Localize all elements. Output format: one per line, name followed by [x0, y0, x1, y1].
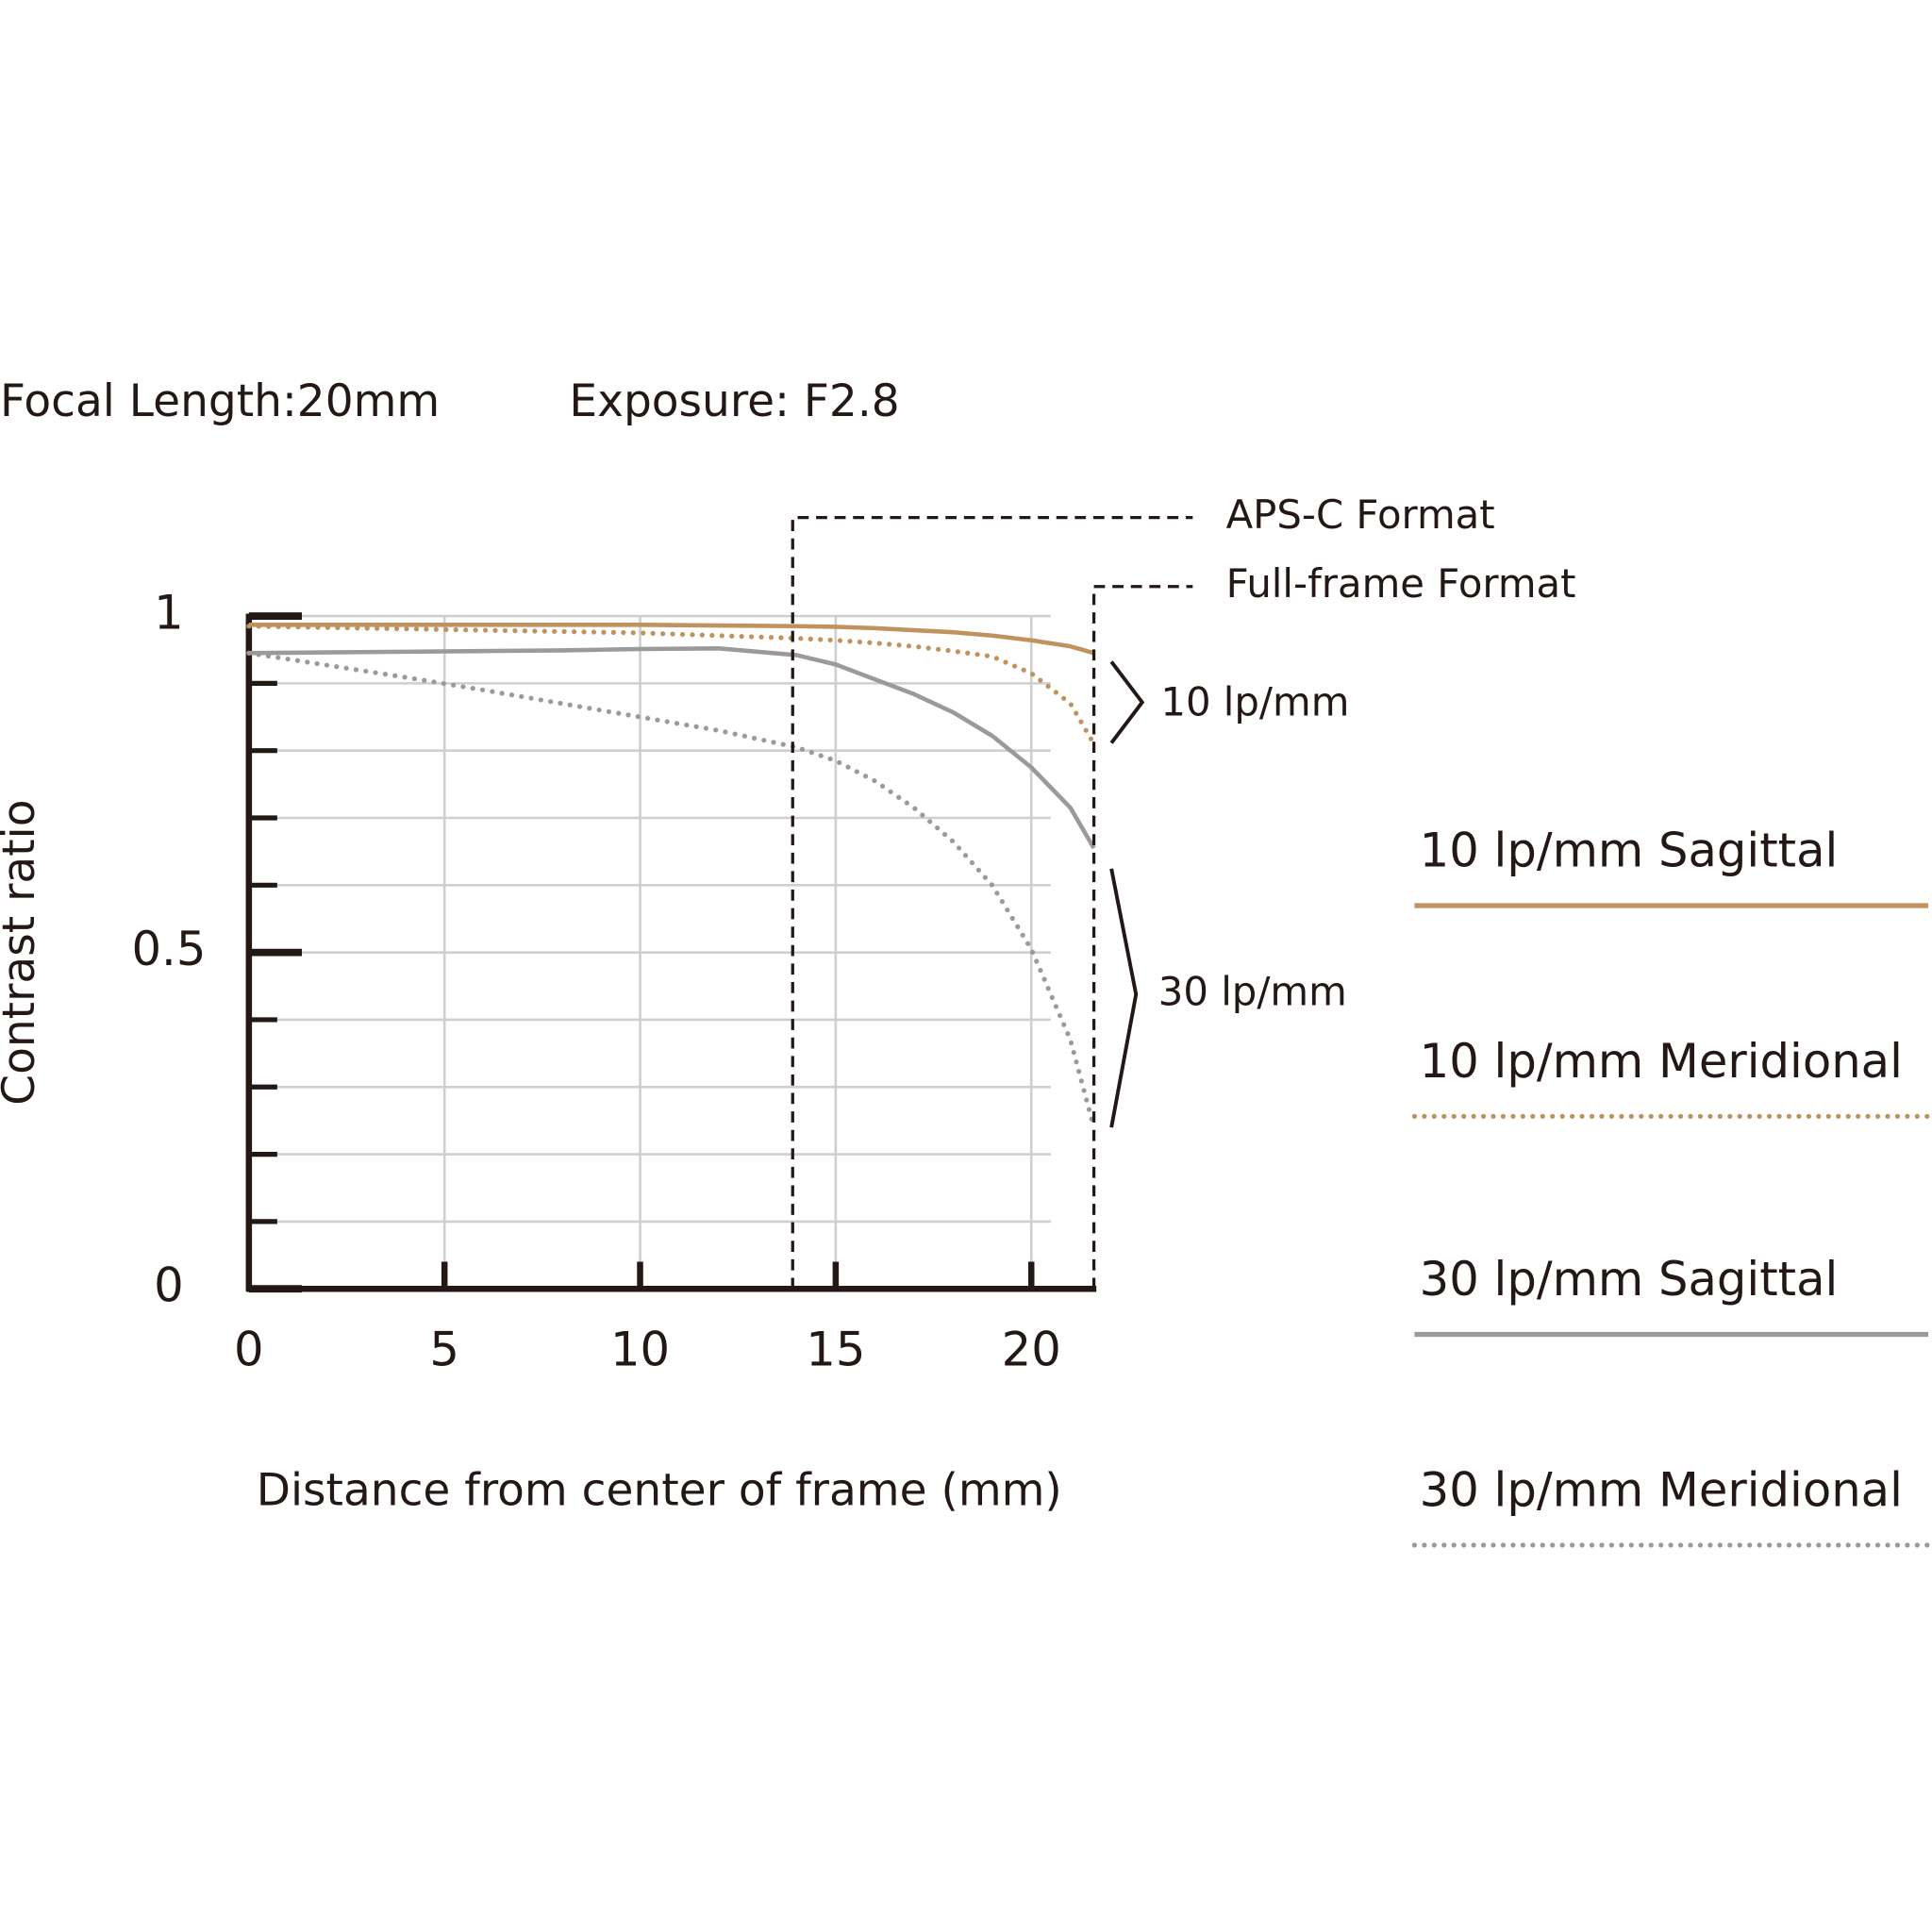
- legend-label: 30 lp/mm Sagittal: [1420, 1252, 1839, 1307]
- x-tick-label: 10: [610, 1323, 670, 1377]
- x-tick-label: 0: [234, 1323, 264, 1377]
- group-label: 30 lp/mm: [1158, 969, 1347, 1015]
- x-tick-label: 5: [429, 1323, 459, 1377]
- series-line: [246, 650, 1097, 1130]
- subtitle: Focal Length:20mm: [0, 375, 440, 427]
- x-tick-label: 20: [1002, 1323, 1061, 1377]
- y-axis-label: Contrast ratio: [0, 800, 45, 1106]
- group-label: 10 lp/mm: [1160, 679, 1349, 725]
- bracket: [1109, 660, 1145, 744]
- series-line: [248, 623, 1095, 656]
- legend-label: 10 lp/mm Sagittal: [1420, 824, 1839, 878]
- y-tick-label: 0.5: [131, 922, 206, 976]
- format-line: [791, 515, 1193, 1290]
- format-label: Full-frame Format: [1226, 560, 1576, 607]
- series-line: [246, 624, 1097, 747]
- format-label: APS-C Format: [1226, 491, 1495, 538]
- bracket: [1109, 868, 1139, 1128]
- y-tick-label: 0: [154, 1258, 184, 1313]
- y-tick-label: 1: [154, 586, 184, 641]
- legend-label: 30 lp/mm Meridional: [1420, 1463, 1903, 1518]
- exposure: Exposure: F2.8: [569, 375, 899, 427]
- x-axis-label: Distance from center of frame (mm): [257, 1465, 1062, 1517]
- legend-label: 10 lp/mm Meridional: [1420, 1034, 1903, 1089]
- series-line: [248, 646, 1096, 850]
- x-tick-label: 15: [806, 1323, 865, 1377]
- format-line: [1091, 585, 1193, 1290]
